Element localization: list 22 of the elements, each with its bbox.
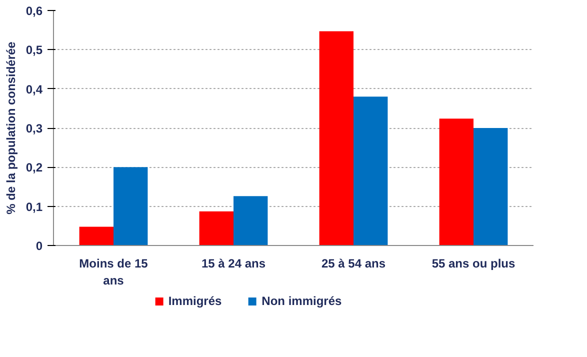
- bar: [354, 96, 388, 246]
- x-tick-label: 55 ans ou plus: [432, 256, 516, 270]
- y-axis-title: % de la population considérée: [4, 41, 18, 214]
- x-tick-label: 25 à 54 ans: [321, 256, 386, 270]
- y-tick-label: 0: [36, 239, 43, 253]
- bar: [114, 167, 148, 246]
- bar: [439, 118, 474, 246]
- y-tick-label: 0,6: [26, 4, 43, 18]
- x-tick-label: 15 à 24 ans: [201, 256, 266, 270]
- x-tick-label: Moins de 15 ans: [79, 256, 148, 288]
- y-tick-label: 0,5: [26, 43, 43, 58]
- bar: [319, 31, 354, 246]
- legend-label: Non immigrés: [262, 294, 342, 308]
- y-tick-label: 0,4: [26, 82, 43, 96]
- bar: [199, 211, 234, 246]
- bar: [234, 196, 268, 246]
- y-tick-label: 0,1: [26, 200, 43, 214]
- legend-label: Immigrés: [168, 294, 222, 308]
- bar: [79, 226, 114, 246]
- bar: [474, 128, 508, 246]
- y-tick-label: 0,3: [26, 122, 43, 136]
- y-tick-label: 0,2: [26, 160, 43, 175]
